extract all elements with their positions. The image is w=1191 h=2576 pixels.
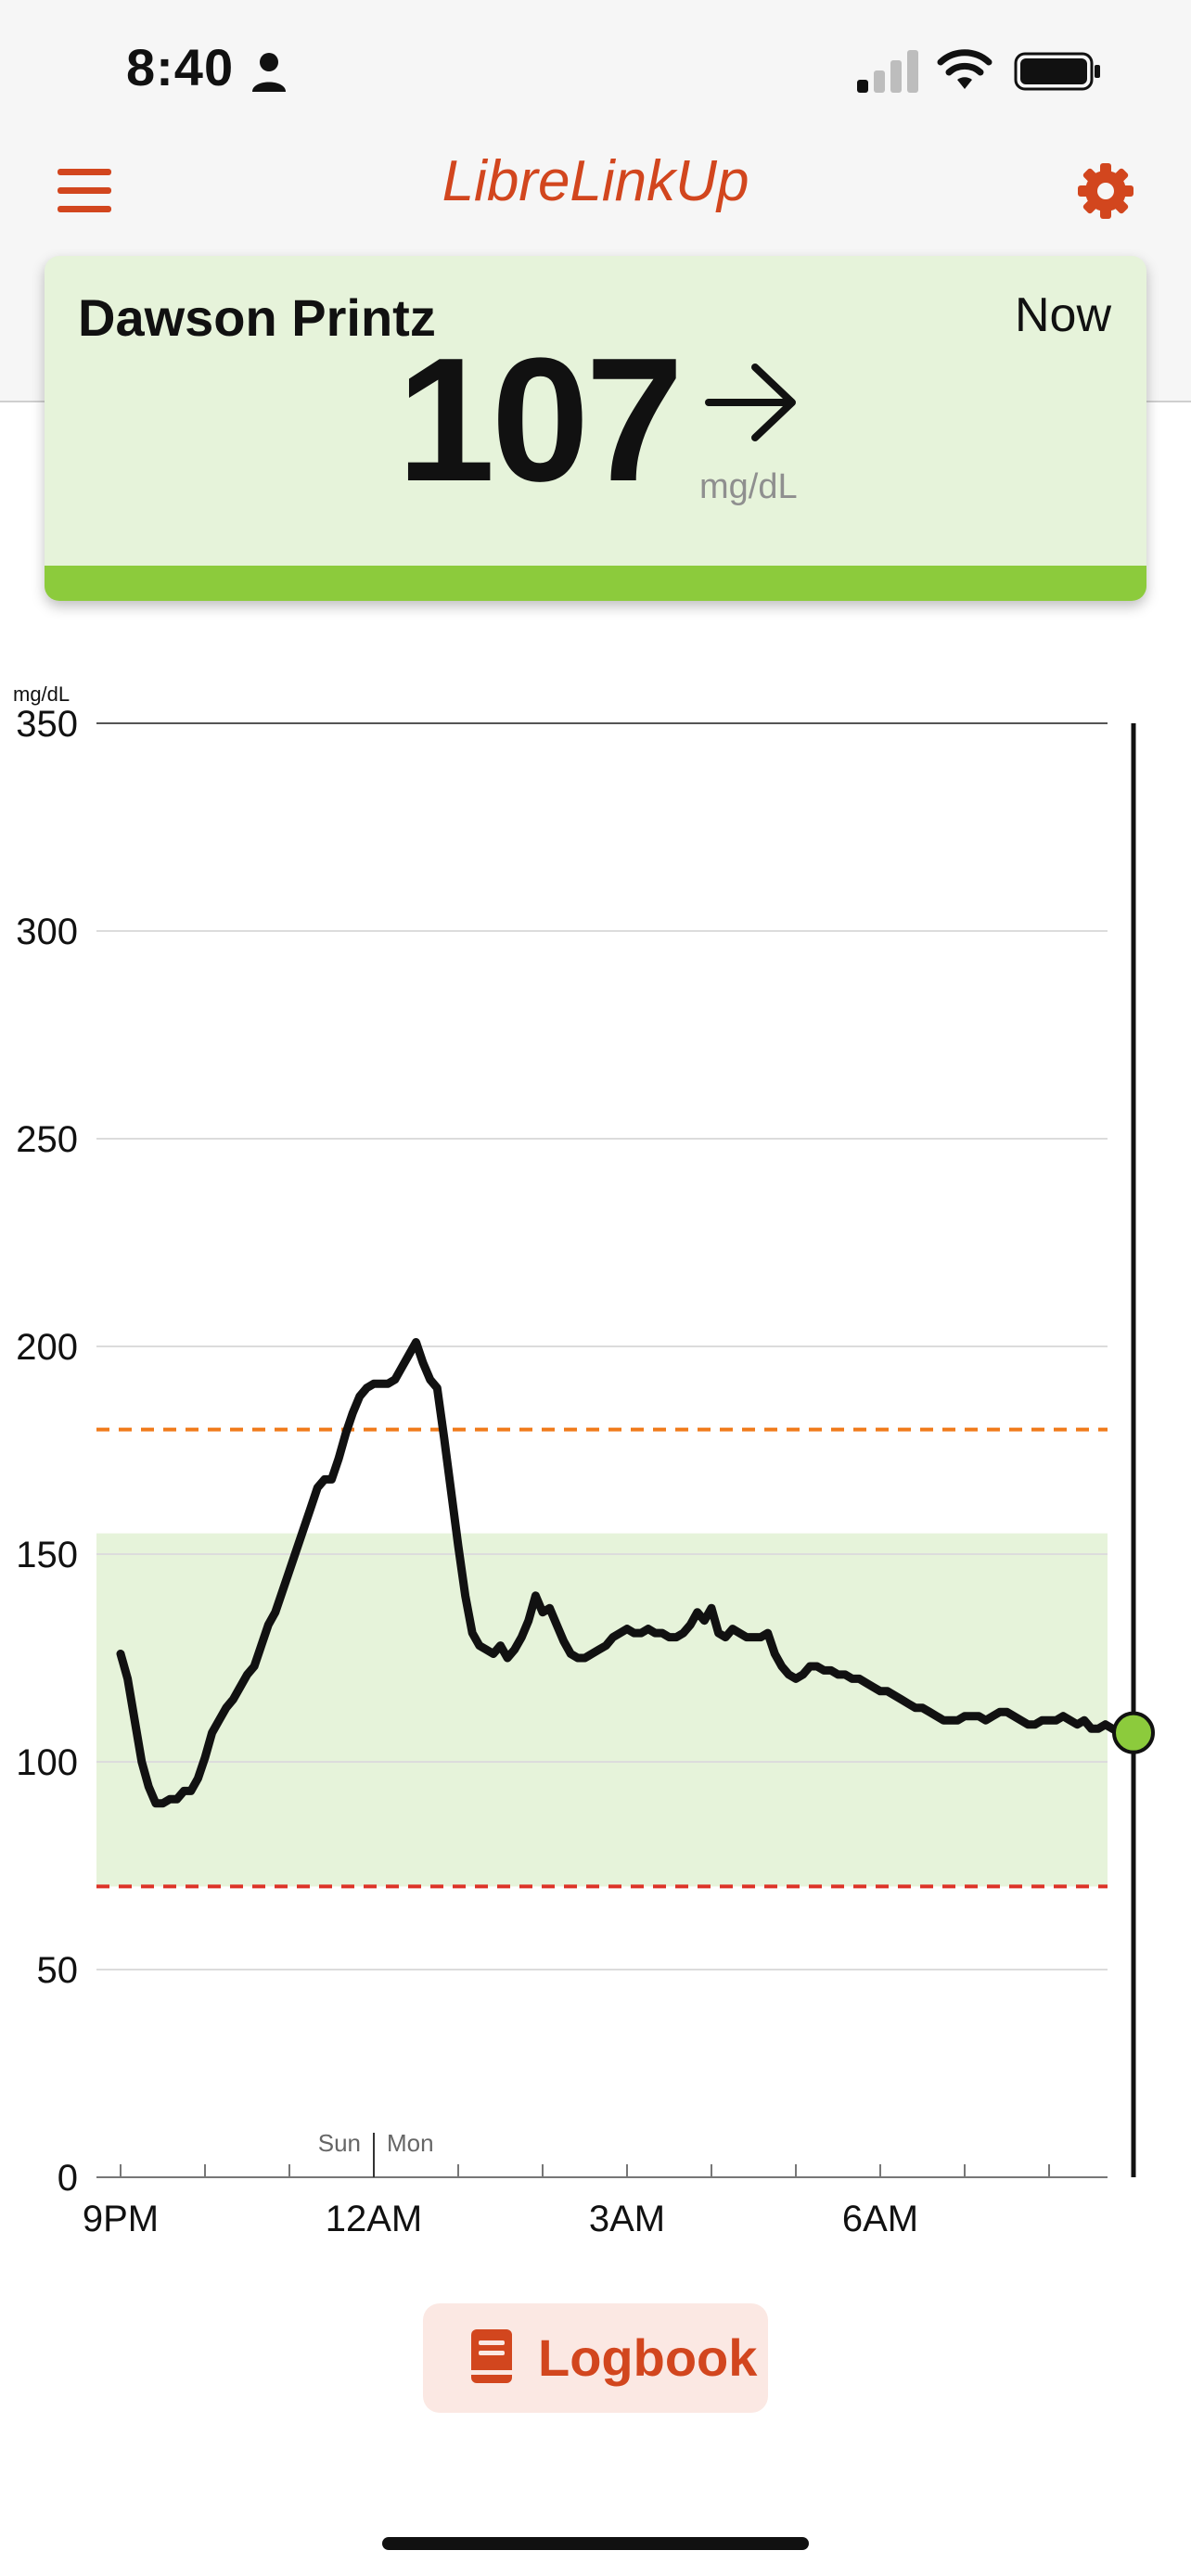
menu-icon-bar	[58, 169, 111, 175]
x-tick-label: 6AM	[842, 2199, 918, 2239]
target-range-band	[96, 1533, 1108, 1887]
wifi-icon	[937, 49, 992, 89]
grid-lines	[96, 722, 1108, 2178]
logbook-button[interactable]: Logbook	[423, 2303, 768, 2413]
y-tick-label: 350	[16, 704, 78, 745]
glucose-graph[interactable]: 0 50 100 150 200 250 300 350 mg/dL 9PM 12AM 3AM 6A…	[0, 649, 1191, 2263]
y-tick-label: 200	[16, 1327, 78, 1368]
status-time: 8:40	[126, 38, 235, 96]
y-axis-labels: 0 50 100 150 200 250 300 350	[16, 704, 78, 2199]
reading-time: Now	[1014, 288, 1111, 342]
menu-icon-bar	[58, 187, 111, 194]
day-label-before: Sun	[318, 2129, 361, 2157]
y-tick-label: 300	[16, 912, 78, 952]
menu-button[interactable]	[52, 165, 117, 217]
trend-arrow-right-icon	[705, 363, 796, 441]
cellular-signal-icon	[857, 50, 918, 93]
settings-gear-icon[interactable]	[1076, 161, 1135, 221]
y-tick-label: 0	[58, 2158, 78, 2199]
y-tick-label: 50	[37, 1950, 79, 1991]
current-reading-marker	[1112, 1711, 1155, 1754]
home-indicator	[382, 2537, 809, 2550]
y-tick-label: 100	[16, 1742, 78, 1783]
glucose-series-line	[116, 1338, 1138, 1808]
in-range-status-bar	[45, 566, 1146, 601]
glucose-value: 107	[397, 322, 684, 518]
person-icon	[252, 53, 286, 92]
x-tick-label: 12AM	[326, 2199, 423, 2239]
x-axis: 9PM 12AM 3AM 6AM Sun Mon	[83, 2129, 1050, 2239]
menu-icon-bar	[58, 206, 111, 212]
patient-name: Dawson Printz	[78, 288, 436, 347]
current-reading-card[interactable]: Dawson Printz Now 107 mg/dL	[45, 256, 1146, 601]
x-tick-label: 9PM	[83, 2199, 159, 2239]
logbook-book-icon	[471, 2329, 512, 2383]
y-axis-unit-label: mg/dL	[13, 682, 70, 706]
battery-icon	[1014, 52, 1100, 91]
app-title: LibreLinkUp	[442, 149, 749, 213]
y-tick-label: 250	[16, 1119, 78, 1160]
day-label-after: Mon	[387, 2129, 434, 2157]
logbook-label: Logbook	[538, 2328, 758, 2387]
y-tick-label: 150	[16, 1535, 78, 1575]
glucose-unit: mg/dL	[699, 467, 798, 506]
x-tick-label: 3AM	[589, 2199, 665, 2239]
